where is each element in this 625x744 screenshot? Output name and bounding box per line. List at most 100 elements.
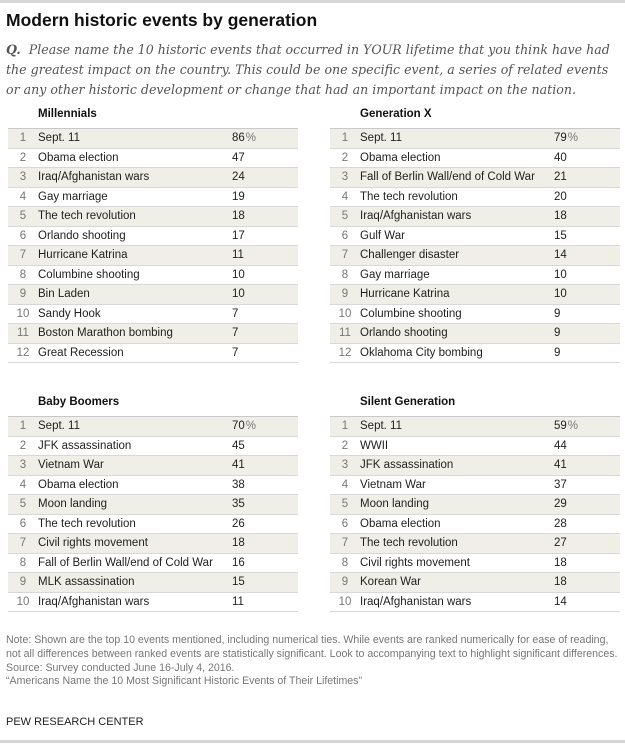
percent-value: 10 <box>232 269 298 281</box>
event-name: Sept. 11 <box>38 420 80 433</box>
percent-value: 38 <box>232 479 298 491</box>
value: 38 <box>232 478 245 491</box>
rank: 6 <box>19 517 27 530</box>
event-name: JFK assassination <box>360 459 454 472</box>
table-header: Baby Boomers <box>38 396 120 408</box>
rank: 2 <box>19 439 27 452</box>
table-row: 6 The tech revolution 26 <box>8 515 298 534</box>
value: 27 <box>554 537 567 550</box>
percent-value: 29 <box>554 498 620 510</box>
percent-sign: % <box>567 420 579 433</box>
rank: 8 <box>19 268 27 281</box>
bottom-divider <box>0 740 625 743</box>
percent-sign: % <box>245 420 257 433</box>
event-name: Great Recession <box>38 346 124 359</box>
table-row: 2 Obama election 40 <box>330 149 620 168</box>
event-name: Sept. 11 <box>38 132 80 145</box>
percent-value: 19 <box>232 191 298 203</box>
value: 40 <box>554 151 567 164</box>
rank: 9 <box>341 576 349 589</box>
rank: 6 <box>19 229 27 242</box>
percent-value: 21 <box>554 171 620 183</box>
question-prefix: Q. <box>6 42 21 57</box>
event-name: The tech revolution <box>38 517 136 530</box>
rank: 6 <box>341 517 349 530</box>
event-name: Iraq/Afghanistan wars <box>38 171 150 184</box>
table-body: 1 Sept. 11 70% 2 JFK assassination 45 3 Vietnam… <box>8 416 298 612</box>
event-name: Iraq/Afghanistan wars <box>360 210 472 223</box>
value: 70 <box>232 420 245 433</box>
value: 16 <box>232 556 245 569</box>
rank: 8 <box>19 556 27 569</box>
value: 59 <box>554 420 567 433</box>
value: 7 <box>232 346 239 359</box>
value: 18 <box>232 210 245 223</box>
percent-value: 44 <box>554 440 620 452</box>
event-name: Hurricane Katrina <box>38 249 128 262</box>
event-name: Hurricane Katrina <box>360 288 450 301</box>
value: 41 <box>554 459 567 472</box>
event-name: Korean War <box>360 576 421 589</box>
rank: 3 <box>341 459 349 472</box>
table-row: 10 Iraq/Afghanistan wars 11 <box>8 593 298 612</box>
percent-sign: % <box>567 132 579 145</box>
rank: 2 <box>19 151 27 164</box>
rank: 2 <box>341 151 349 164</box>
event-name: Sept. 11 <box>360 420 402 433</box>
table-row: 1 Sept. 11 59% <box>330 417 620 437</box>
event-name: Boston Marathon bombing <box>38 327 173 340</box>
event-name: Sept. 11 <box>360 132 402 145</box>
value: 11 <box>232 595 244 608</box>
table-row: 10 Iraq/Afghanistan wars 14 <box>330 593 620 612</box>
event-name: Iraq/Afghanistan wars <box>38 595 150 608</box>
table-row: 5 Iraq/Afghanistan wars 18 <box>330 207 620 227</box>
value: 10 <box>232 288 245 301</box>
top-divider <box>0 0 625 3</box>
percent-value: 70% <box>232 420 298 432</box>
value: 47 <box>232 151 245 164</box>
rank: 5 <box>19 210 27 223</box>
event-name: Obama election <box>360 517 441 530</box>
rank: 5 <box>341 210 349 223</box>
percent-value: 14 <box>554 596 620 608</box>
event-name: The tech revolution <box>360 190 458 203</box>
rank: 1 <box>19 420 27 433</box>
event-name: Columbine shooting <box>38 268 140 281</box>
table-body: 1 Sept. 11 59% 2 WWII 44 3 JFK assassination 41 4… <box>330 416 620 612</box>
value: 35 <box>232 498 245 511</box>
event-name: JFK assassination <box>38 439 132 452</box>
rank: 10 <box>16 595 30 608</box>
percent-value: 79% <box>554 132 620 144</box>
value: 21 <box>554 171 567 184</box>
event-name: The tech revolution <box>38 210 136 223</box>
percent-value: 26 <box>232 518 298 530</box>
percent-value: 9 <box>554 347 620 359</box>
percent-value: 59% <box>554 420 620 432</box>
table-row: 7 The tech revolution 27 <box>330 534 620 554</box>
table-row: 5 Moon landing 29 <box>330 495 620 515</box>
value: 9 <box>554 307 561 320</box>
table-millennials: Millennials 1 Sept. 11 86% 2 Obama election 47… <box>8 108 298 363</box>
value: 19 <box>232 190 245 203</box>
percent-value: 10 <box>232 288 298 300</box>
percent-value: 9 <box>554 327 620 339</box>
rank: 2 <box>341 439 349 452</box>
note-text: Note: Shown are the top 10 events mentio… <box>6 634 618 660</box>
percent-value: 47 <box>232 152 298 164</box>
percent-value: 15 <box>232 576 298 588</box>
rank: 1 <box>19 132 27 145</box>
table-generation-x: Generation X 1 Sept. 11 79% 2 Obama election 4… <box>330 108 620 363</box>
percent-sign: % <box>245 132 257 145</box>
rank: 7 <box>341 249 349 262</box>
event-name: Gay marriage <box>38 190 108 203</box>
percent-value: 9 <box>554 308 620 320</box>
value: 18 <box>554 576 567 589</box>
event-name: Moon landing <box>38 498 108 511</box>
table-row: 2 JFK assassination 45 <box>8 437 298 456</box>
question-text: Q. Please name the 10 historic events th… <box>6 40 621 100</box>
percent-value: 11 <box>232 596 298 608</box>
event-name: Obama election <box>360 151 441 164</box>
value: 9 <box>554 346 561 359</box>
rank: 1 <box>341 420 349 433</box>
table-row: 6 Gulf War 15 <box>330 227 620 246</box>
